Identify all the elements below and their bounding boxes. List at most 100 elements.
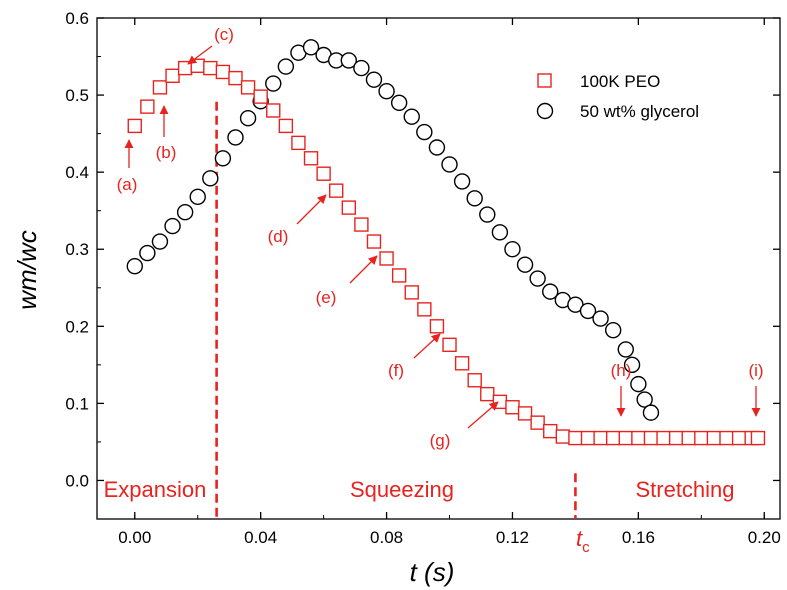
- x-tick-label: 0.08: [370, 528, 403, 547]
- peo-point: [190, 58, 205, 73]
- annotation-label: (d): [268, 227, 289, 246]
- glycerol-point: [630, 375, 647, 393]
- peo-point: [454, 356, 470, 371]
- peo-point: [391, 268, 407, 283]
- x-tick-label: 0.00: [118, 528, 151, 547]
- y-tick-label: 0.1: [65, 394, 89, 413]
- x-axis-title: t (s): [410, 557, 455, 587]
- tc-label-main: t: [576, 526, 583, 551]
- series-peo: [127, 58, 766, 446]
- peo-point: [618, 430, 633, 446]
- peo-point: [719, 430, 734, 446]
- peo-point: [580, 430, 596, 446]
- glycerol-point: [353, 59, 370, 77]
- peo-point: [643, 430, 659, 446]
- annotation-label: (i): [748, 361, 763, 380]
- peo-point: [404, 285, 419, 300]
- peo-point: [278, 118, 294, 134]
- glycerol-point: [479, 206, 496, 223]
- region-label-squeezing: Squeezing: [350, 477, 454, 502]
- glycerol-point: [151, 233, 169, 250]
- glycerol-point: [277, 58, 295, 75]
- region-label-expansion: Expansion: [104, 477, 207, 502]
- peo-point: [631, 430, 646, 446]
- y-axis-title: wm/wc: [12, 230, 42, 309]
- annotation-label: (f): [388, 361, 404, 380]
- peo-point: [341, 200, 356, 215]
- legend-marker-circle: [536, 102, 554, 120]
- annotation-label: (e): [316, 288, 337, 307]
- peo-point: [417, 302, 432, 317]
- y-tick-label: 0.5: [65, 86, 89, 105]
- annotation-label: (h): [611, 361, 632, 380]
- annotations: (a) (b) (c) (d) (e) (f) (g) (h) (i): [117, 25, 764, 450]
- plot-frame: [96, 17, 781, 520]
- x-axis-title-text: t (s): [410, 557, 455, 587]
- annotation-label: (a): [117, 175, 138, 194]
- glycerol-point: [176, 204, 194, 221]
- peo-point: [329, 183, 344, 198]
- peo-point: [366, 234, 382, 249]
- glycerol-point: [441, 156, 458, 173]
- glycerol-point: [403, 108, 420, 125]
- y-tick-label: 0.4: [65, 163, 89, 182]
- peo-point: [517, 406, 533, 421]
- peo-point: [656, 430, 671, 446]
- peo-point: [605, 430, 621, 446]
- peo-point: [750, 430, 766, 446]
- glycerol-point: [516, 256, 534, 273]
- annotation-arrow: [467, 401, 499, 429]
- peo-point: [291, 135, 306, 151]
- legend: 100K PEO 50 wt% glycerol: [536, 72, 699, 121]
- peo-point: [303, 151, 319, 166]
- glycerol-point: [529, 270, 546, 287]
- y-axis: 0.0 0.1 0.2 0.3 0.4 0.5 0.6: [65, 9, 780, 490]
- x-tick-label: 0.16: [622, 528, 655, 547]
- annotation-arrow: [187, 45, 213, 65]
- glycerol-point: [164, 217, 181, 235]
- glycerol-point: [504, 241, 521, 258]
- tc-label-sub: c: [582, 539, 590, 556]
- annotation-arrow: [296, 194, 327, 225]
- glycerol-point: [265, 75, 282, 92]
- glycerol-point: [340, 52, 357, 69]
- vertical-dashed-lines: [215, 101, 577, 519]
- peo-point: [530, 415, 545, 430]
- peo-point: [429, 319, 445, 334]
- tc-label: tc: [576, 526, 590, 556]
- peo-point: [543, 423, 558, 439]
- glycerol-point: [542, 283, 559, 300]
- peo-point: [505, 400, 520, 415]
- glycerol-point: [227, 129, 244, 146]
- y-tick-label: 0.2: [65, 317, 89, 336]
- glycerol-point: [579, 302, 597, 320]
- peo-point: [706, 430, 722, 446]
- peo-point: [253, 89, 268, 104]
- glycerol-point: [623, 356, 641, 374]
- x-tick-label: 0.20: [748, 528, 781, 547]
- glycerol-point: [491, 224, 509, 241]
- glycerol-point: [416, 123, 433, 141]
- region-label-stretching: Stretching: [635, 477, 734, 502]
- peo-point: [731, 430, 747, 446]
- glycerol-point: [378, 83, 395, 100]
- glycerol-point: [214, 150, 232, 167]
- peo-point: [228, 70, 243, 86]
- glycerol-point: [604, 321, 622, 339]
- legend-label-peo: 100K PEO: [580, 72, 660, 91]
- plot-border: [96, 17, 781, 520]
- peo-point: [203, 60, 218, 76]
- glycerol-point: [239, 109, 257, 127]
- peo-point: [266, 103, 281, 118]
- glycerol-point: [466, 190, 483, 207]
- peo-point: [379, 251, 394, 266]
- x-axis: 0.00 0.04 0.08 0.12 0.16 0.20: [118, 18, 781, 547]
- glycerol-point: [365, 71, 383, 88]
- legend-label-glycerol: 50 wt% glycerol: [580, 102, 699, 121]
- peo-point: [165, 68, 180, 84]
- annotation-arrow: [349, 255, 378, 284]
- glycerol-point: [592, 310, 609, 327]
- peo-point: [316, 166, 331, 181]
- peo-point: [593, 430, 608, 446]
